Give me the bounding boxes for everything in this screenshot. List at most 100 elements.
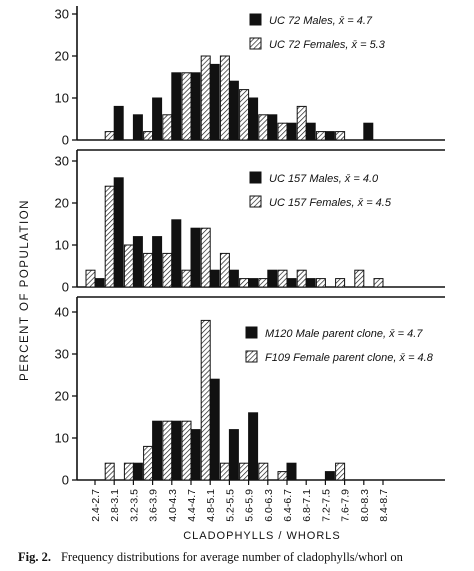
legend-swatch [245, 350, 258, 363]
bar-hatched [143, 131, 154, 141]
bar-solid [171, 219, 182, 288]
bar-hatched [335, 131, 346, 141]
bar-hatched [219, 462, 230, 481]
bar-solid [132, 462, 143, 481]
bar-solid [267, 114, 278, 141]
y-tick-label: 30 [55, 347, 69, 362]
x-tick-label: 8.4-8.7 [378, 489, 390, 522]
bar-solid [286, 122, 297, 141]
caption-text: Frequency distributions for average numb… [60, 550, 403, 564]
panel-1: 0 10 20 30 UC 72 Males, x̄ = 4.7 UC 72 Female… [55, 6, 445, 148]
bar-hatched [258, 278, 269, 288]
bar-solid [228, 429, 239, 481]
bar-hatched [123, 462, 134, 481]
legend-label: UC 157 Females, x̄ = 4.5 [269, 197, 392, 209]
x-tick-label: 6.4-6.7 [282, 489, 294, 522]
x-tick-label: 2.4-2.7 [90, 489, 102, 522]
bar-solid [248, 278, 259, 288]
bar-solid [248, 97, 259, 141]
bar-solid [190, 72, 201, 141]
bar-hatched [104, 131, 115, 141]
bar-hatched [181, 269, 192, 288]
bar-hatched [104, 185, 115, 288]
x-tick-label: 5.2-5.5 [224, 489, 236, 522]
legend-swatch [249, 13, 262, 26]
legend-swatch [249, 37, 262, 50]
chart-area: 0 10 20 30 UC 72 Males, x̄ = 4.7 UC 72 Female… [55, 6, 445, 522]
legend-label: UC 72 Females, x̄ = 5.3 [269, 39, 386, 51]
y-tick-label: 30 [55, 154, 69, 169]
bar-solid [305, 122, 316, 141]
bar-hatched [239, 278, 250, 288]
y-tick-label: 10 [55, 238, 69, 253]
bar-hatched [162, 420, 173, 481]
y-tick-label: 0 [62, 473, 69, 488]
bar-solid [152, 97, 163, 141]
x-tick-label: 4.8-5.1 [205, 489, 217, 522]
bar-solid [171, 420, 182, 481]
x-tick-label: 2.8-3.1 [109, 489, 121, 522]
bar-solid [324, 471, 335, 481]
bar-hatched [277, 122, 288, 141]
panel-3: 0 10 20 30 40 M120 Male parent clone, x̄ = 4.… [55, 296, 445, 488]
y-tick-label: 20 [55, 49, 69, 64]
legend-swatch [249, 195, 262, 208]
bar-hatched [277, 471, 288, 481]
x-tick-label: 4.0-4.3 [167, 489, 179, 522]
y-tick-label: 10 [55, 91, 69, 106]
bar-hatched [354, 269, 365, 288]
bar-hatched [162, 252, 173, 288]
bar-hatched [143, 445, 154, 481]
bar-solid [248, 412, 259, 481]
bar-hatched [104, 462, 115, 481]
bar-hatched [258, 114, 269, 141]
y-tick-label: 20 [55, 196, 69, 211]
bar-solid [171, 72, 182, 141]
bar-hatched [200, 55, 211, 141]
bar-solid [286, 462, 297, 481]
bar-hatched [239, 462, 250, 481]
bar-solid [209, 63, 220, 141]
legend-label: UC 72 Males, x̄ = 4.7 [269, 15, 373, 27]
x-tick-label: 4.4-4.7 [186, 489, 198, 522]
bar-hatched [335, 278, 346, 288]
bar-solid [228, 269, 239, 288]
bar-hatched [315, 131, 326, 141]
x-tick-label: 5.6-5.9 [244, 489, 256, 522]
y-tick-label: 0 [62, 133, 69, 148]
legend-label: UC 157 Males, x̄ = 4.0 [269, 173, 379, 185]
y-tick-label: 0 [62, 280, 69, 295]
bar-hatched [239, 89, 250, 141]
figure-caption: Fig. 2. Frequency distributions for avera… [18, 550, 474, 570]
bar-hatched [200, 319, 211, 481]
bar-hatched [296, 269, 307, 288]
bar-hatched [277, 269, 288, 288]
bar-solid [209, 378, 220, 481]
y-tick-label: 30 [55, 7, 69, 22]
bar-solid [190, 429, 201, 481]
x-tick-label: 3.2-3.5 [128, 489, 140, 522]
panel-2: 0 10 20 30 UC 157 Males, x̄ = 4.0 UC 157 Fema… [55, 149, 445, 295]
bar-hatched [123, 244, 134, 288]
bar-hatched [373, 278, 384, 288]
bar-hatched [143, 252, 154, 288]
bar-hatched [181, 72, 192, 141]
bar-hatched [219, 252, 230, 288]
bar-solid [113, 177, 124, 288]
x-axis-label: CLADOPHYLLS / WHORLS [183, 530, 341, 542]
bar-solid [152, 420, 163, 481]
bar-solid [113, 105, 124, 141]
caption-label: Fig. 2. [18, 550, 51, 564]
bar-hatched [258, 462, 269, 481]
bar-solid [324, 131, 335, 141]
bar-hatched [335, 462, 346, 481]
legend-label: F109 Female parent clone, x̄ = 4.8 [265, 352, 434, 364]
y-tick-label: 40 [55, 305, 69, 320]
x-tick-label: 7.2-7.5 [320, 489, 332, 522]
x-tick-label: 6.0-6.3 [263, 489, 275, 522]
x-tick-label: 8.0-8.3 [359, 489, 371, 522]
bar-solid [94, 278, 105, 288]
bar-hatched [200, 227, 211, 288]
bar-hatched [296, 105, 307, 141]
bar-hatched [85, 269, 96, 288]
